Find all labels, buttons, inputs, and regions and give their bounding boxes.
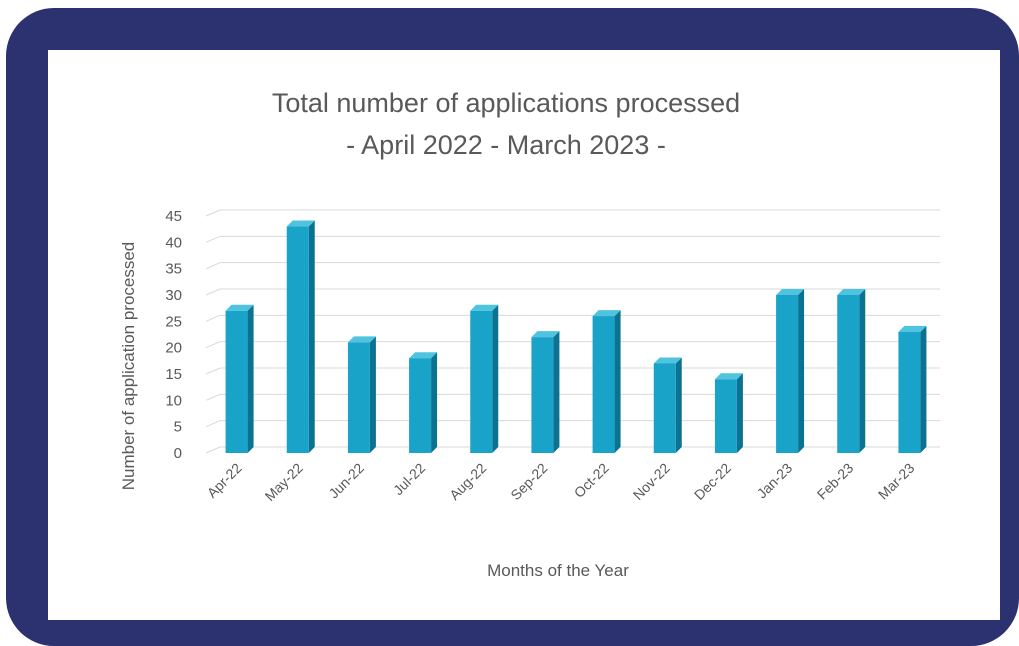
bar xyxy=(714,373,743,453)
y-tick-label: 30 xyxy=(165,287,182,304)
x-tick-label: Jul-22 xyxy=(390,460,428,498)
gridline-depth xyxy=(205,393,221,401)
y-tick-label: 35 xyxy=(165,261,182,278)
bar-top xyxy=(347,336,376,343)
bar-top xyxy=(531,331,560,338)
bar-side xyxy=(553,331,560,453)
gridline-depth xyxy=(205,288,221,296)
bar-side xyxy=(431,352,438,453)
bar xyxy=(225,304,254,453)
y-axis-title: Number of application processed xyxy=(119,242,138,491)
bar-front xyxy=(653,363,676,453)
bar-side xyxy=(247,304,254,453)
bar xyxy=(653,357,682,453)
y-tick-label: 10 xyxy=(165,392,182,409)
chart-frame: Total number of applications processed -… xyxy=(6,8,1019,646)
bar-side xyxy=(736,373,743,453)
bar-top xyxy=(653,357,682,364)
bar-top xyxy=(837,289,866,295)
bar-side xyxy=(920,325,927,453)
bar xyxy=(592,310,621,453)
gridline-depth xyxy=(205,420,221,428)
bar-top xyxy=(776,289,805,295)
x-tick-label: Mar-23 xyxy=(875,460,918,503)
x-tick-label: Jun-22 xyxy=(325,460,367,502)
x-tick-label: Sep-22 xyxy=(507,460,550,503)
bar-front xyxy=(898,331,921,453)
gridline-depth xyxy=(205,314,221,322)
bar-top xyxy=(592,310,621,317)
x-tick-label: Jan-23 xyxy=(754,460,796,502)
y-tick-label: 15 xyxy=(165,366,182,383)
bar-side xyxy=(675,357,682,453)
bar-front xyxy=(714,379,737,453)
x-tick-label: Apr-22 xyxy=(204,460,245,501)
bar xyxy=(898,325,927,453)
bar-top xyxy=(409,352,438,359)
bars xyxy=(225,220,927,453)
y-tick-label: 45 xyxy=(165,208,182,225)
bar-chart: Total number of applications processed -… xyxy=(119,88,940,580)
bar-side xyxy=(492,304,499,453)
x-tick-label: May-22 xyxy=(262,460,306,504)
x-axis-title: Months of the Year xyxy=(487,561,629,580)
gridline-depth xyxy=(205,209,221,217)
bar-front xyxy=(409,358,432,453)
bar-front xyxy=(225,310,248,453)
bar-side xyxy=(308,220,315,453)
bar xyxy=(347,336,376,453)
bar-front xyxy=(286,226,309,453)
y-tick-label: 25 xyxy=(165,313,182,330)
gridline-depth xyxy=(205,341,221,349)
bar xyxy=(776,289,805,453)
y-tick-label: 20 xyxy=(165,340,182,357)
bar xyxy=(470,304,499,453)
gridline-depth xyxy=(205,235,221,243)
bar-front xyxy=(347,342,370,453)
bar-top xyxy=(225,304,254,311)
y-axis-ticks: 0 5 10 15 20 25 30 35 40 45 xyxy=(165,208,182,462)
bar-front xyxy=(470,310,493,453)
bar-side xyxy=(614,310,621,453)
bar-front xyxy=(837,295,860,453)
bar-side xyxy=(859,289,866,453)
y-tick-label: 0 xyxy=(174,445,182,462)
chart-panel: Total number of applications processed -… xyxy=(48,50,1000,620)
chart-subtitle: - April 2022 - March 2023 - xyxy=(346,130,666,160)
bar-side xyxy=(369,336,376,453)
bar-top xyxy=(714,373,743,380)
x-tick-label: Oct-22 xyxy=(571,460,612,501)
gridlines xyxy=(205,209,940,454)
bar-top xyxy=(898,325,927,332)
bar xyxy=(531,331,560,453)
bar xyxy=(837,289,866,453)
y-tick-label: 5 xyxy=(174,419,182,436)
gridline-depth xyxy=(205,367,221,375)
bar xyxy=(286,220,315,453)
y-tick-label: 40 xyxy=(165,234,182,251)
bar-side xyxy=(798,289,805,453)
bar-top xyxy=(286,220,315,227)
bar-front xyxy=(531,337,554,453)
x-axis-ticks: Apr-22 May-22 Jun-22 Jul-22 Aug-22 Sep-22 Oct-… xyxy=(204,460,918,504)
x-tick-label: Feb-23 xyxy=(814,460,857,503)
gridline-depth xyxy=(205,446,221,454)
bar-top xyxy=(470,304,499,311)
x-tick-label: Dec-22 xyxy=(691,460,734,503)
bar xyxy=(409,352,438,453)
gridline-depth xyxy=(205,262,221,270)
x-tick-label: Aug-22 xyxy=(446,460,489,503)
x-tick-label: Nov-22 xyxy=(630,460,673,503)
bar-front xyxy=(592,316,615,453)
bar-front xyxy=(776,295,799,453)
chart-title: Total number of applications processed xyxy=(272,88,740,118)
